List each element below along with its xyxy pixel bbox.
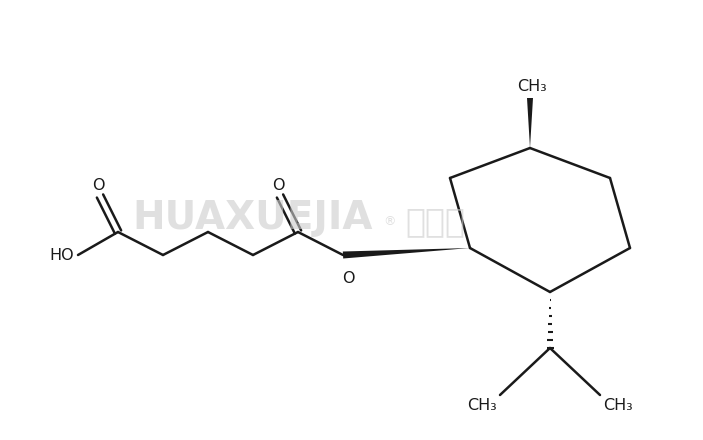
- Text: HUAXUEJIA: HUAXUEJIA: [133, 199, 373, 237]
- Text: HO: HO: [49, 247, 74, 263]
- Text: ®: ®: [384, 216, 396, 228]
- Polygon shape: [343, 248, 470, 258]
- Polygon shape: [527, 98, 533, 148]
- Text: 化学加: 化学加: [405, 205, 465, 238]
- Text: CH₃: CH₃: [603, 398, 633, 413]
- Text: CH₃: CH₃: [517, 79, 547, 94]
- Text: O: O: [92, 178, 104, 193]
- Text: O: O: [342, 271, 354, 286]
- Text: O: O: [272, 178, 284, 193]
- Text: CH₃: CH₃: [467, 398, 497, 413]
